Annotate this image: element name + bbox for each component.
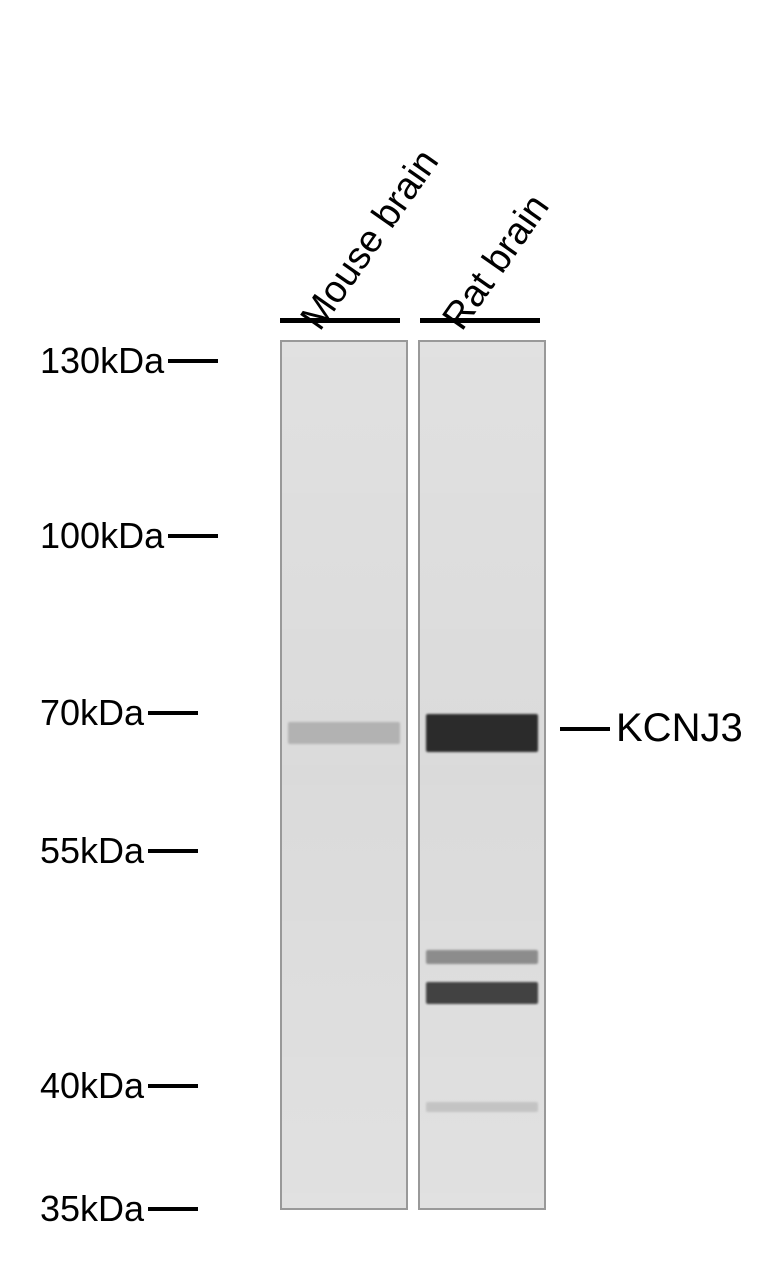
ladder-marker-text: 130kDa: [40, 340, 164, 382]
blot-lane: [418, 340, 546, 1210]
ladder-marker-text: 70kDa: [40, 692, 144, 734]
ladder-tick: [148, 711, 198, 715]
blot-lanes-area: [280, 340, 546, 1210]
protein-band: [288, 722, 400, 744]
lane-underline: [280, 318, 400, 323]
ladder-tick: [148, 1084, 198, 1088]
ladder-tick: [168, 359, 218, 363]
ladder-marker: 35kDa: [40, 1188, 198, 1230]
ladder-marker: 40kDa: [40, 1065, 198, 1107]
lane-label: Mouse brain: [293, 142, 448, 338]
target-protein-text: KCNJ3: [616, 706, 743, 751]
ladder-marker: 55kDa: [40, 830, 198, 872]
ladder-marker-text: 35kDa: [40, 1188, 144, 1230]
ladder-marker-text: 100kDa: [40, 515, 164, 557]
ladder-tick: [148, 849, 198, 853]
protein-band: [426, 1102, 538, 1112]
ladder-marker: 130kDa: [40, 340, 218, 382]
target-tick: [560, 727, 610, 731]
protein-band: [426, 950, 538, 964]
protein-band: [426, 982, 538, 1004]
western-blot-figure: 130kDa 100kDa 70kDa 55kDa 40kDa 35kDa Mouse b…: [0, 0, 779, 1280]
target-protein-label: KCNJ3: [560, 706, 743, 751]
ladder-marker: 100kDa: [40, 515, 218, 557]
ladder-tick: [148, 1207, 198, 1211]
ladder-marker-text: 55kDa: [40, 830, 144, 872]
protein-band: [426, 714, 538, 752]
ladder-marker-text: 40kDa: [40, 1065, 144, 1107]
blot-lane: [280, 340, 408, 1210]
lane-label: Rat brain: [435, 187, 559, 338]
ladder-marker: 70kDa: [40, 692, 198, 734]
lane-underline: [420, 318, 540, 323]
ladder-tick: [168, 534, 218, 538]
